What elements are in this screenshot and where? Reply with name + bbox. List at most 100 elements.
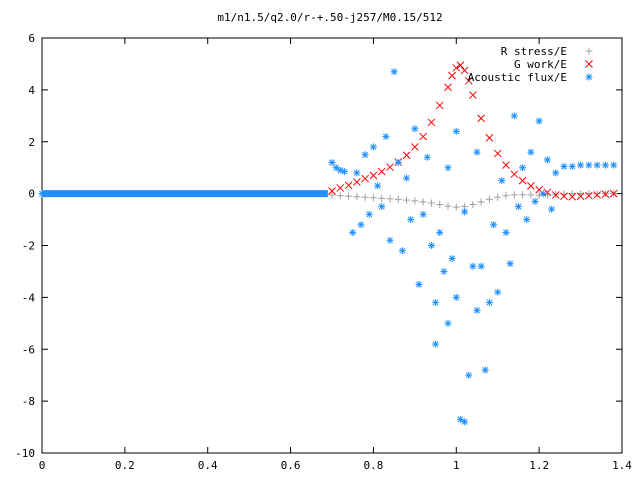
data-point <box>204 190 212 198</box>
data-point <box>162 190 170 198</box>
data-point <box>361 193 369 201</box>
data-point <box>531 197 539 205</box>
data-point <box>593 161 601 169</box>
data-point <box>332 164 340 172</box>
x-axis: 0 0.2 0.4 0.6 0.8 1 1.2 1.4 <box>39 38 632 472</box>
data-point <box>465 371 473 379</box>
y-tick-label: 0 <box>28 188 35 201</box>
data-point <box>328 191 336 199</box>
data-point <box>357 221 365 229</box>
y-tick-label: -8 <box>22 395 35 408</box>
data-point <box>361 151 369 159</box>
data-point <box>440 267 448 275</box>
legend-label: G work/E <box>514 58 567 71</box>
data-point <box>394 159 402 166</box>
data-point <box>548 205 556 213</box>
y-tick-label: 2 <box>28 136 35 149</box>
data-point <box>560 162 568 170</box>
data-point <box>353 193 361 201</box>
data-point <box>444 319 452 327</box>
data-point <box>361 174 369 183</box>
data-point <box>609 189 618 198</box>
data-point <box>427 199 435 207</box>
x-tick-label: 0 <box>39 459 46 472</box>
y-tick-label: 6 <box>28 32 35 45</box>
x-tick-label: 1.2 <box>529 459 549 472</box>
plot-series <box>38 61 618 426</box>
data-point <box>411 125 419 133</box>
data-point <box>485 134 494 142</box>
data-point <box>485 299 493 307</box>
y-tick-label: 4 <box>28 84 35 97</box>
data-point <box>518 176 527 185</box>
data-point <box>353 178 361 186</box>
data-point <box>436 201 444 209</box>
data-point <box>577 161 585 169</box>
data-point <box>390 68 398 76</box>
x-tick-label: 1.4 <box>612 459 632 472</box>
legend-marker <box>585 47 593 55</box>
data-point <box>336 184 345 192</box>
data-point <box>378 203 386 211</box>
data-point <box>452 63 461 72</box>
data-point <box>473 306 481 314</box>
data-point <box>552 169 560 177</box>
data-point <box>477 262 485 270</box>
data-point <box>79 190 87 198</box>
data-point <box>100 190 108 198</box>
data-point <box>307 190 315 198</box>
data-point <box>477 114 485 123</box>
data-point <box>506 260 514 268</box>
data-point <box>585 161 593 169</box>
data-point <box>527 148 535 156</box>
data-point <box>510 112 518 120</box>
data-point <box>427 118 436 127</box>
x-tick-label: 0.6 <box>281 459 301 472</box>
data-point <box>519 191 527 199</box>
data-point <box>365 210 373 218</box>
data-point <box>394 195 402 203</box>
x-tick-label: 0.8 <box>363 459 383 472</box>
data-point <box>349 229 357 237</box>
data-point <box>448 254 456 262</box>
data-point <box>456 415 464 423</box>
data-point <box>336 192 344 200</box>
x-tick-label: 0.2 <box>115 459 135 472</box>
data-point <box>514 203 522 211</box>
data-point <box>523 216 531 224</box>
data-point <box>436 229 444 237</box>
data-point <box>494 193 502 201</box>
data-point <box>183 190 191 198</box>
x-tick-label: 0.4 <box>198 459 218 472</box>
data-point <box>568 192 577 201</box>
data-point <box>328 159 336 166</box>
y-tick-label: -2 <box>22 240 35 253</box>
data-point <box>415 280 423 288</box>
data-point <box>432 340 440 348</box>
data-point <box>510 191 518 199</box>
data-point <box>402 151 411 160</box>
data-point <box>473 148 481 156</box>
data-point <box>386 236 394 244</box>
data-point <box>398 247 406 255</box>
data-point <box>432 299 440 307</box>
data-point <box>610 161 618 169</box>
data-point <box>448 71 456 80</box>
data-point <box>328 187 336 195</box>
data-point <box>593 190 601 198</box>
data-point <box>601 190 610 198</box>
data-point <box>419 132 427 141</box>
data-point <box>423 153 431 161</box>
data-point <box>485 195 493 203</box>
legend-label: R stress/E <box>501 45 567 58</box>
data-point <box>121 190 129 198</box>
data-point <box>38 190 46 198</box>
data-point <box>403 196 411 204</box>
series-0 <box>328 190 618 211</box>
data-point <box>498 177 506 185</box>
data-point <box>481 366 489 374</box>
data-point <box>419 198 427 206</box>
data-point <box>386 163 394 172</box>
